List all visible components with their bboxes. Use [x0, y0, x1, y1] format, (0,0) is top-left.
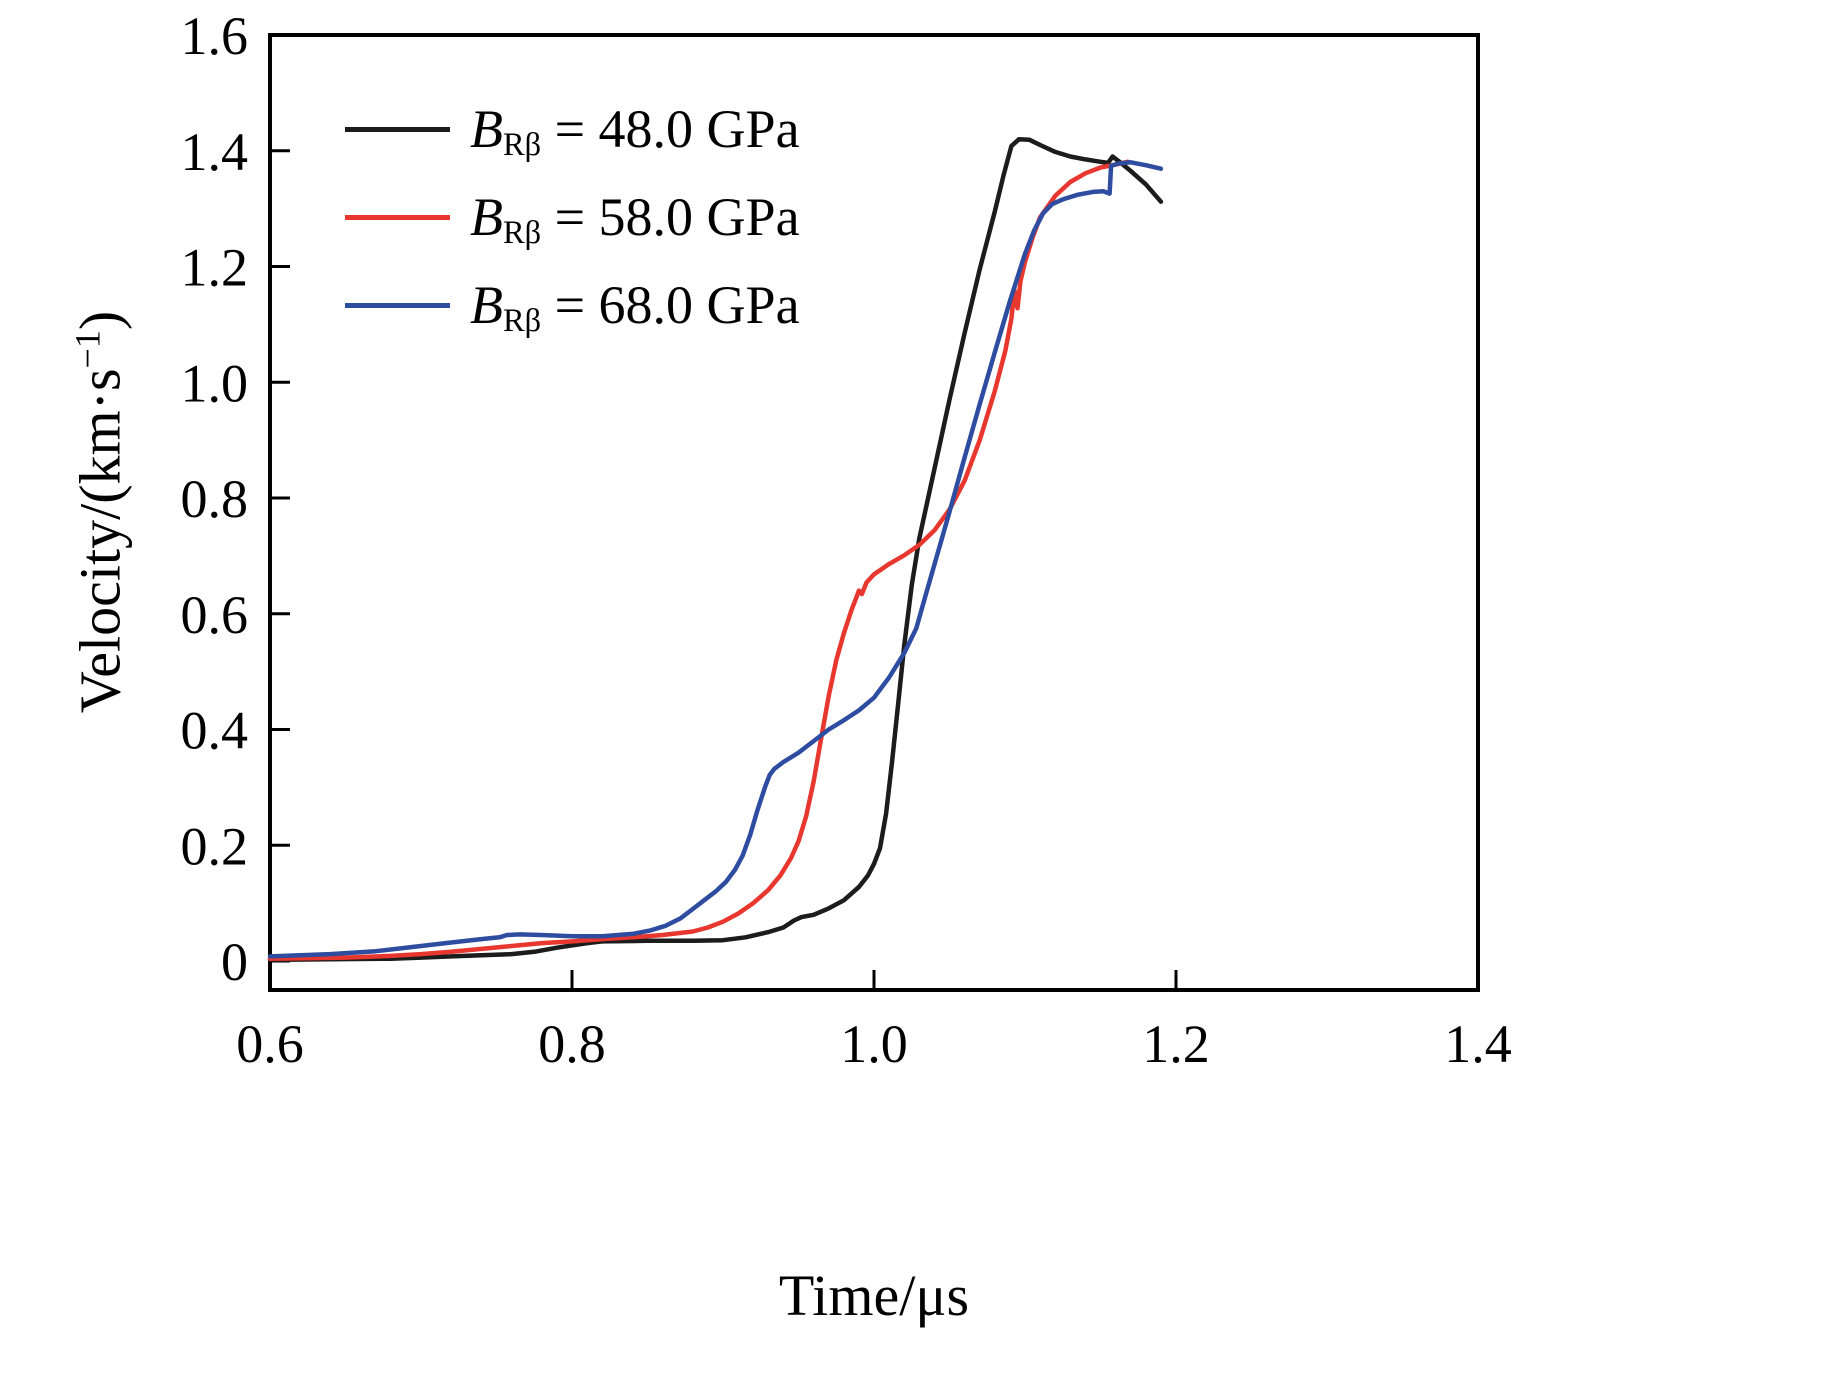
- y-axis-label-superscript: −1: [67, 330, 108, 369]
- x-tick-label: 0.8: [538, 1014, 606, 1074]
- legend-entry-2: BRβ = 68.0 GPa: [345, 274, 800, 340]
- y-axis-label: Velocity/(km·s−1): [67, 311, 134, 713]
- y-tick-label: 1.4: [181, 122, 249, 182]
- legend-label: BRβ = 48.0 GPa: [470, 99, 800, 164]
- legend-line-sample: [345, 214, 450, 220]
- legend-line-sample: [345, 302, 450, 308]
- x-axis-label: Time/μs: [778, 1263, 970, 1328]
- y-tick-label: 0.2: [181, 816, 249, 876]
- legend-line-sample: [345, 126, 450, 132]
- legend-label: BRβ = 68.0 GPa: [470, 275, 800, 340]
- series-line-1: [267, 159, 1130, 961]
- x-tick-label: 1.4: [1444, 1014, 1512, 1074]
- series-line-2: [267, 160, 1164, 959]
- legend: BRβ = 48.0 GPa BRβ = 58.0 GPa BRβ = 68.0 G…: [345, 98, 800, 340]
- y-tick-label: 0.6: [181, 585, 249, 645]
- y-tick-label: 0: [221, 932, 248, 992]
- y-axis-label-close: ): [67, 310, 133, 331]
- legend-entry-1: BRβ = 58.0 GPa: [345, 186, 800, 252]
- series-line-0: [267, 136, 1164, 963]
- y-tick-label: 0.8: [181, 469, 249, 529]
- y-tick-label: 1.6: [181, 6, 249, 66]
- y-axis-label-text: Velocity/(km·s: [67, 368, 133, 714]
- y-tick-label: 0.4: [181, 701, 249, 761]
- y-tick-label: 1.2: [181, 238, 249, 298]
- legend-entry-0: BRβ = 48.0 GPa: [345, 98, 800, 164]
- x-tick-label: 1.2: [1142, 1014, 1210, 1074]
- x-tick-label: 0.6: [236, 1014, 304, 1074]
- legend-label: BRβ = 58.0 GPa: [470, 187, 800, 252]
- y-tick-label: 1.0: [181, 353, 249, 413]
- x-tick-label: 1.0: [840, 1014, 908, 1074]
